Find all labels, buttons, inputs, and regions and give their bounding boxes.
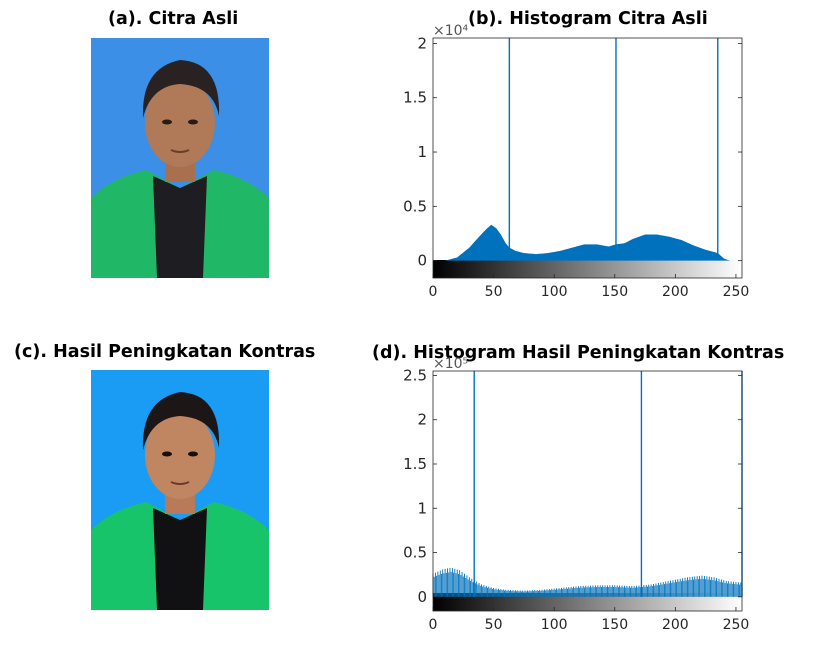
histogram-enhanced-chart: 0 0.5 1 1.5 2 2.5 0 50 100 150 200 250 ×10⁵ [403,356,749,633]
y-exponent-label: ×10⁵ [433,356,468,372]
y-tick-label: 2.5 [403,366,427,384]
grayscale-colorbar [433,260,742,278]
y-exponent-label: ×10⁴ [433,23,469,39]
y-tick-label: 0.5 [403,544,427,562]
panel-a-title: (a). Citra Asli [108,9,239,29]
axes-frame [432,370,743,612]
plot-area [433,371,742,611]
x-tick-label: 150 [601,617,628,633]
y-tick-label: 1.5 [403,455,427,473]
y-tick-label: 2 [417,34,427,52]
x-tick-label: 0 [429,284,438,300]
x-tick-label: 150 [601,284,628,300]
histogram-area [433,224,742,261]
axes-frame [432,37,743,279]
y-tick-label: 0 [417,252,427,270]
histogram-original-chart: 0 0.5 1 1.5 2 0 50 100 150 200 250 ×10⁴ [403,23,749,300]
enhanced-portrait-photo [91,370,269,610]
x-tick-label: 100 [541,617,568,633]
y-tick-label: 1 [417,143,427,161]
x-tick-label: 250 [723,284,750,300]
x-tick-label: 0 [429,617,438,633]
photo-face [145,79,215,167]
panel-d-title: (d). Histogram Hasil Peningkatan Kontras [372,343,785,363]
photo-shirt [153,508,207,610]
photo-eye-left [162,451,172,457]
y-tick-label: 0 [417,588,427,606]
x-tick-label: 200 [662,284,689,300]
original-portrait-photo [91,38,269,278]
panel-c-title: (c). Hasil Peningkatan Kontras [14,342,316,362]
x-tick-label: 250 [723,617,750,633]
y-tick-label: 0.5 [403,197,427,215]
photo-eye-left [162,119,172,125]
y-tick-label: 1 [417,499,427,517]
photo-eye-right [188,119,198,125]
photo-mouth [170,481,190,485]
y-tick-label: 2 [417,411,427,429]
x-tick-label: 100 [541,284,568,300]
grayscale-colorbar [433,593,742,611]
photo-shirt [153,176,207,278]
photo-hair [142,60,220,118]
y-tick-label: 1.5 [403,89,427,107]
photo-hair [142,392,220,450]
photo-eye-right [188,451,198,457]
x-tick-label: 200 [662,617,689,633]
panel-b-title: (b). Histogram Citra Asli [468,9,708,29]
photo-mouth [170,149,190,153]
photo-face [145,411,215,499]
x-tick-label: 50 [485,617,503,633]
x-tick-label: 50 [485,284,503,300]
